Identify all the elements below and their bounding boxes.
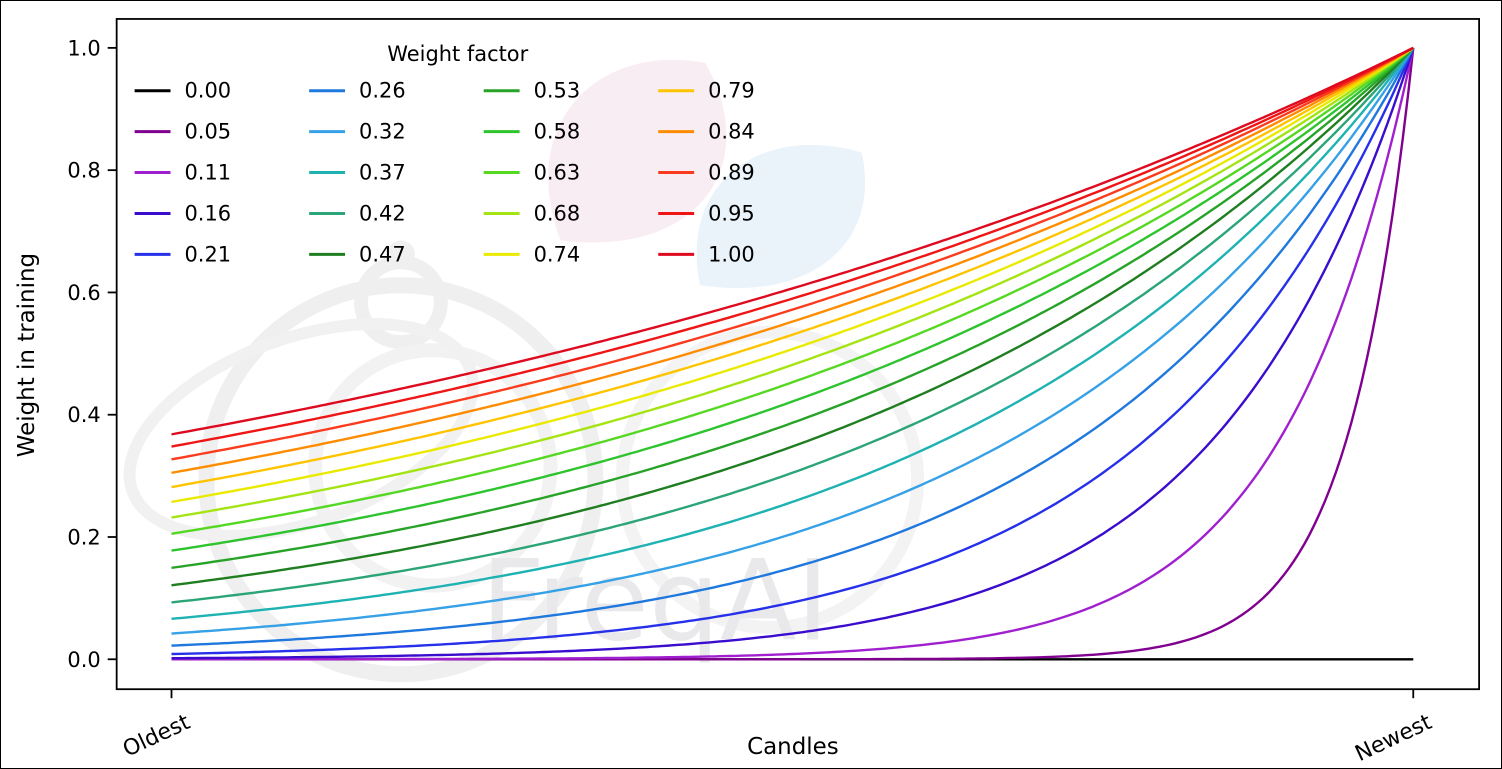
legend-label: 0.95 <box>708 201 755 225</box>
watermark-body-ring-inner-icon <box>308 343 558 593</box>
y-tick-label: 0.0 <box>67 648 100 672</box>
watermark-ring-right-icon <box>615 325 925 634</box>
legend-label: 0.53 <box>534 79 581 103</box>
curve-0.89 <box>171 46 1414 461</box>
legend-label: 1.00 <box>708 242 755 266</box>
watermark-wing-icon <box>123 318 479 542</box>
y-tick-label: 0.8 <box>67 159 100 183</box>
legend-label: 0.32 <box>359 120 406 144</box>
curve-0.95 <box>171 46 1414 448</box>
x-axis-label: Candles <box>747 734 839 760</box>
curve-0.37 <box>171 47 1415 620</box>
legend-label: 0.16 <box>184 201 231 225</box>
curve-0.74 <box>171 46 1414 504</box>
legend-label: 0.74 <box>534 242 581 266</box>
legend-label: 0.26 <box>359 79 406 103</box>
curve-0.84 <box>171 46 1414 474</box>
x-tick-label: Newest <box>1351 710 1436 767</box>
curve-0.11 <box>171 47 1415 661</box>
legend-label: 0.68 <box>534 201 581 225</box>
curve-0.47 <box>171 47 1415 587</box>
y-axis-label: Weight in training <box>14 253 40 457</box>
legend-label: 0.47 <box>359 242 406 266</box>
legend-title: Weight factor <box>387 42 528 66</box>
watermark-head-ring-icon <box>354 255 448 350</box>
curve-0.42 <box>171 47 1415 604</box>
x-tick-label: Oldest <box>119 710 194 763</box>
curve-0.21 <box>171 47 1415 656</box>
curve-0.58 <box>171 46 1415 552</box>
y-tick-label: 0.6 <box>67 281 100 305</box>
legend-label: 0.63 <box>534 161 581 185</box>
legend-label: 0.89 <box>708 161 755 185</box>
curves-group <box>171 46 1415 661</box>
watermark-leaf-pink-icon <box>548 59 727 243</box>
y-tick-label: 0.4 <box>67 403 100 427</box>
axes-frame <box>115 18 1480 691</box>
legend-label: 0.37 <box>359 161 406 185</box>
curve-0.79 <box>171 46 1414 489</box>
y-tick-label: 1.0 <box>67 36 100 60</box>
curve-0.16 <box>171 47 1415 660</box>
legend-label: 0.00 <box>184 79 231 103</box>
legend: Weight factor 0.00 0.05 0.11 0.16 0.21 0.26 0.… <box>134 42 755 266</box>
legend-label: 0.11 <box>184 161 231 185</box>
legend-label: 0.58 <box>534 120 581 144</box>
watermark-text: FreqAI <box>481 536 830 666</box>
curve-0.32 <box>171 47 1415 635</box>
curve-0.26 <box>171 47 1415 647</box>
legend-label: 0.21 <box>184 242 231 266</box>
curve-1.00 <box>171 46 1414 436</box>
y-tick-label: 0.2 <box>67 525 100 549</box>
legend-label: 0.05 <box>184 120 231 144</box>
legend-label: 0.79 <box>708 79 755 103</box>
freqai-watermark: FreqAI <box>123 59 925 683</box>
curve-0.68 <box>171 46 1414 519</box>
legend-label: 0.42 <box>359 201 406 225</box>
curve-0.53 <box>171 46 1415 570</box>
curve-0.63 <box>171 46 1415 535</box>
watermark-leaf-blue-icon <box>696 144 866 289</box>
legend-label: 0.84 <box>708 120 755 144</box>
